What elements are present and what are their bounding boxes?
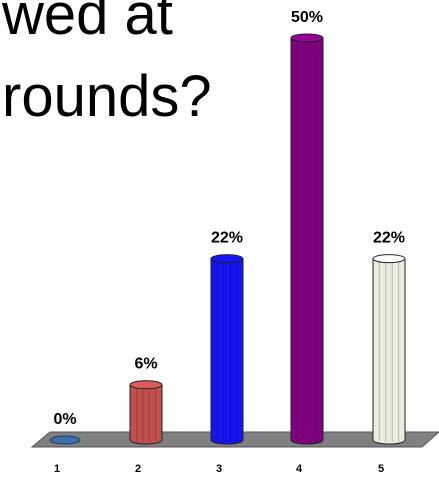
x-tick-label-1: 1 (54, 463, 60, 475)
data-label-4: 50% (291, 9, 323, 26)
bar-3 (210, 254, 244, 445)
question-text-line-2: rounds? (2, 64, 212, 129)
data-label-3: 22% (211, 230, 243, 247)
bar-4 (290, 33, 324, 445)
bar-2 (129, 380, 163, 445)
x-tick-label-3: 3 (216, 463, 222, 475)
x-tick-label-2: 2 (135, 463, 141, 475)
bar-1 (49, 435, 81, 445)
data-label-1: 0% (53, 411, 76, 428)
data-label-5: 22% (373, 230, 405, 247)
bars-group (49, 33, 406, 445)
x-tick-label-4: 4 (296, 463, 303, 475)
x-tick-label-5: 5 (378, 463, 384, 475)
question-text-line-1: wed at (2, 0, 173, 47)
data-label-2: 6% (134, 356, 157, 373)
data-labels-group: 0% 6% 22% 50% 22% (53, 9, 405, 428)
x-tick-labels-group: 1 2 3 4 5 (54, 463, 384, 475)
bar-5 (372, 254, 406, 445)
